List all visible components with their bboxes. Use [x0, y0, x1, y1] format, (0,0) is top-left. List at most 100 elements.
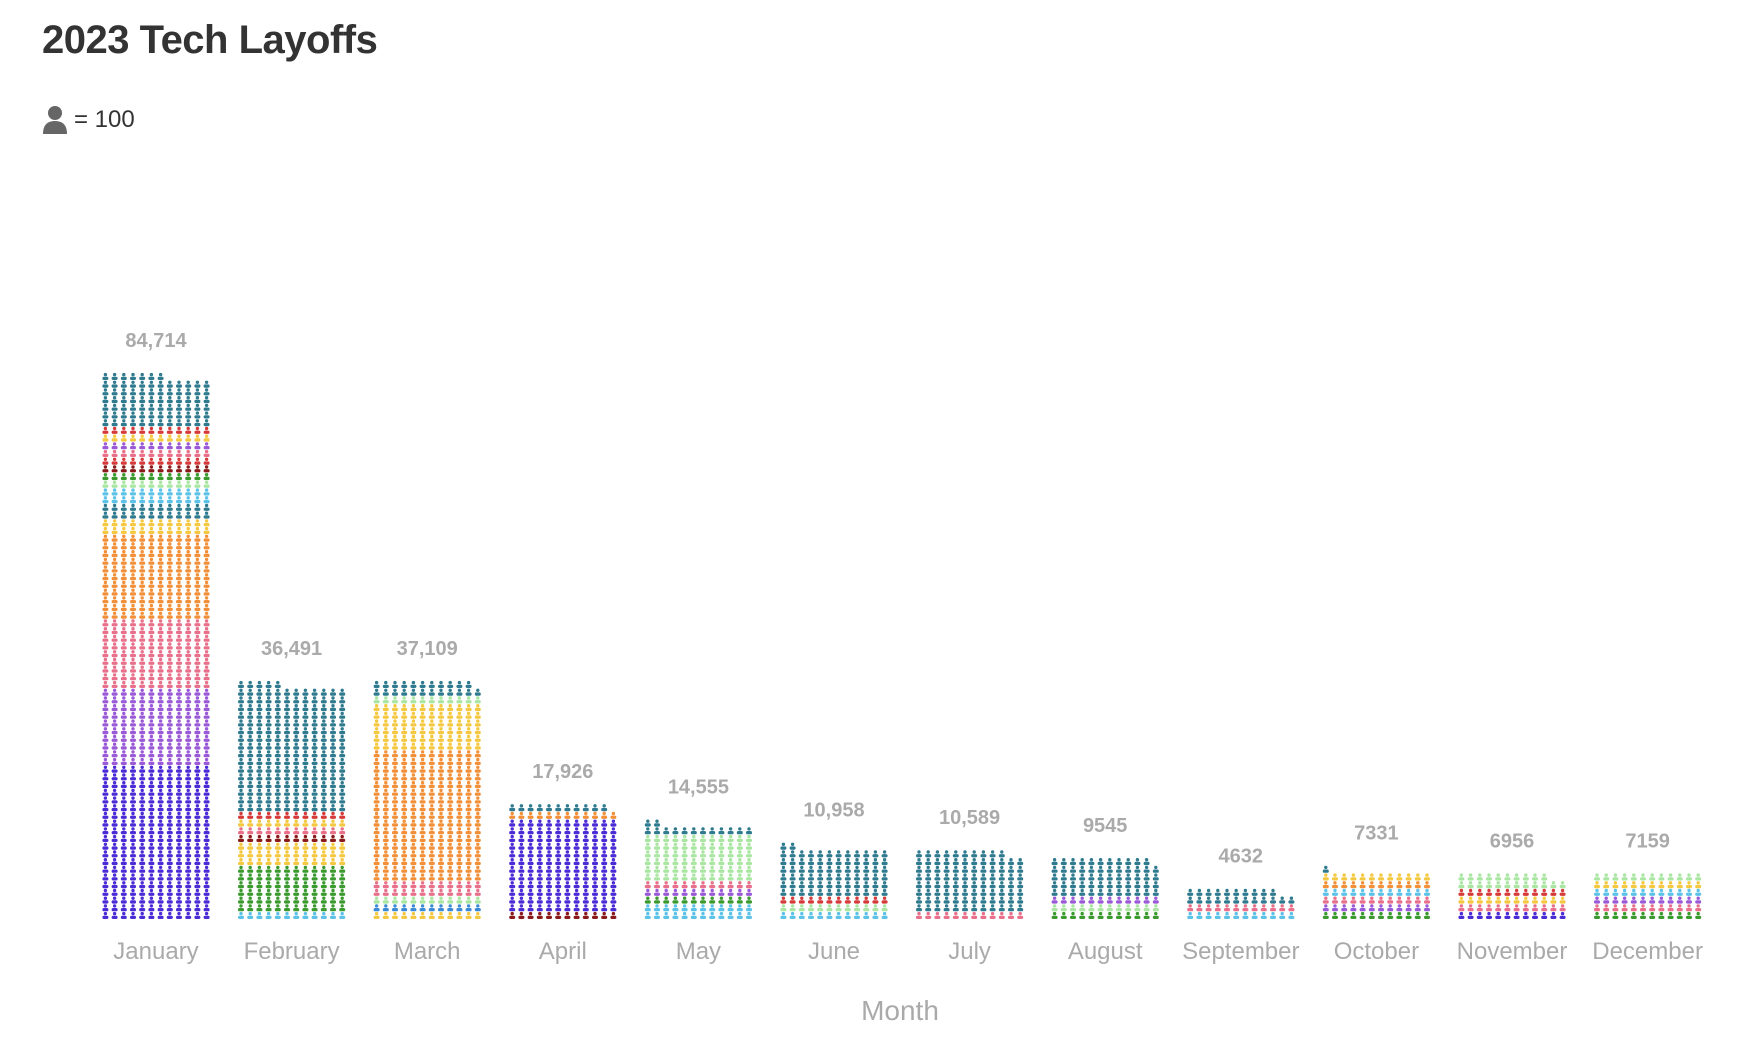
person-icon: [203, 750, 210, 758]
person-icon: [817, 911, 824, 919]
person-icon: [428, 680, 435, 688]
person-icon: [392, 888, 398, 896]
person-icon: [120, 403, 127, 411]
person-icon: [863, 911, 870, 919]
person-icon: [465, 773, 472, 781]
person-icon: [247, 773, 254, 781]
person-icon: [203, 519, 210, 527]
person-icon: [419, 911, 426, 919]
person-icon: [1196, 896, 1203, 904]
person-icon: [166, 881, 173, 889]
person-icon: [1532, 881, 1538, 889]
person-icon: [1008, 881, 1014, 889]
person-icon: [120, 573, 127, 581]
person-icon: [410, 911, 417, 919]
person-icon: [111, 750, 118, 758]
person-icon: [274, 858, 281, 866]
person-icon: [392, 688, 398, 696]
person-icon: [438, 904, 444, 912]
person-icon: [247, 881, 254, 889]
person-icon: [302, 757, 309, 765]
person-icon: [826, 858, 833, 866]
person-icon: [872, 850, 879, 858]
person-icon: [601, 842, 608, 850]
person-icon: [1424, 888, 1430, 896]
person-icon: [148, 727, 155, 735]
person-icon: [274, 719, 281, 727]
person-icon: [1260, 904, 1267, 912]
person-icon: [139, 619, 146, 627]
person-icon: [789, 858, 796, 866]
person-icon: [311, 711, 318, 719]
person-icon: [382, 858, 389, 866]
person-icon: [203, 588, 210, 596]
person-icon: [120, 411, 127, 419]
person-icon: [176, 627, 182, 635]
person-icon: [102, 419, 109, 427]
person-icon: [139, 673, 146, 681]
person-icon: [1051, 896, 1058, 904]
person-icon: [509, 896, 516, 904]
person-icon: [555, 911, 562, 919]
person-icon: [148, 627, 155, 635]
person-icon: [302, 742, 309, 750]
person-icon: [592, 834, 598, 842]
person-icon: [736, 888, 743, 896]
person-icon: [284, 873, 290, 881]
person-icon: [456, 873, 463, 881]
person-icon: [185, 827, 192, 835]
person-icon: [203, 496, 210, 504]
person-icon: [601, 896, 608, 904]
person-icon: [916, 904, 922, 912]
person-icon: [610, 896, 617, 904]
person-icon: [1260, 911, 1267, 919]
person-icon: [518, 811, 525, 819]
person-icon: [518, 804, 525, 812]
person-icon: [989, 911, 996, 919]
person-icon: [709, 842, 716, 850]
person-icon: [447, 811, 454, 819]
person-icon: [881, 904, 888, 912]
person-icon: [203, 865, 210, 873]
person-icon: [166, 888, 173, 896]
person-icon: [102, 403, 109, 411]
person-icon: [176, 596, 182, 604]
person-icon: [700, 858, 706, 866]
person-icon: [456, 680, 463, 688]
person-icon: [1532, 896, 1538, 904]
person-icon: [102, 804, 109, 812]
person-icon: [1458, 911, 1465, 919]
person-icon: [373, 757, 380, 765]
person-icon: [203, 842, 210, 850]
person-icon: [1640, 911, 1646, 919]
person-icon: [1686, 911, 1692, 919]
person-icon: [148, 534, 155, 542]
person-icon: [247, 834, 254, 842]
person-icon: [148, 904, 155, 912]
person-icon: [111, 781, 118, 789]
person-icon: [130, 550, 136, 558]
person-icon: [700, 842, 706, 850]
person-icon: [284, 888, 290, 896]
person-icon: [980, 865, 987, 873]
person-icon: [302, 696, 309, 704]
person-icon: [130, 673, 136, 681]
person-icon: [120, 380, 127, 388]
person-icon: [311, 811, 318, 819]
person-icon: [320, 734, 327, 742]
person-icon: [238, 696, 244, 704]
person-icon: [872, 873, 879, 881]
person-icon: [194, 419, 201, 427]
person-icon: [120, 457, 127, 465]
person-icon: [718, 842, 725, 850]
person-icon: [339, 765, 346, 773]
person-icon: [1630, 896, 1637, 904]
person-icon: [176, 657, 182, 665]
person-icon: [139, 888, 146, 896]
person-icon: [663, 827, 670, 835]
person-icon: [916, 865, 922, 873]
person-icon: [1008, 873, 1014, 881]
person-icon: [392, 773, 398, 781]
person-icon: [148, 519, 155, 527]
person-icon: [176, 781, 182, 789]
